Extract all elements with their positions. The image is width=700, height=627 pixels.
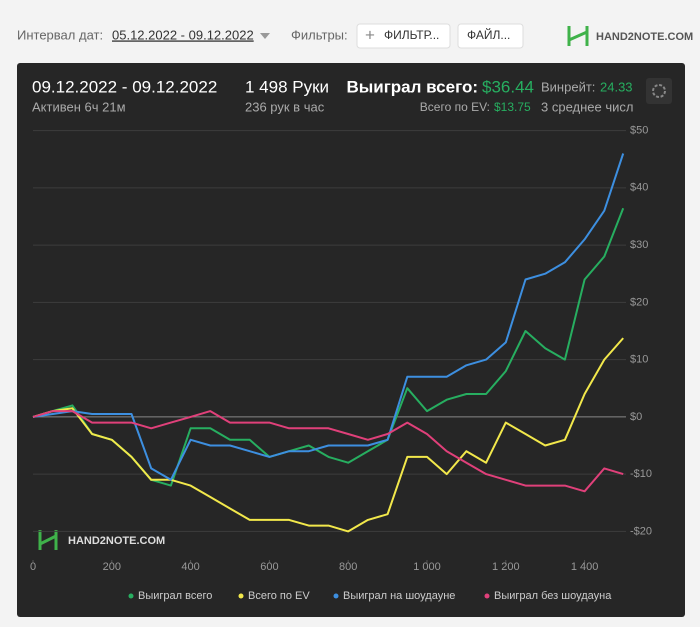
filter-button-label: ФИЛЬТР...: [384, 28, 439, 42]
gear-icon: [652, 84, 666, 98]
y-tick-label: $0: [630, 411, 642, 423]
settings-button[interactable]: [646, 78, 672, 104]
legend-item[interactable]: Выиграл всего: [128, 590, 213, 602]
series-line: [32, 337, 624, 533]
chart-panel: [17, 63, 685, 617]
hands-per-hour: 236 рук в час: [245, 99, 325, 114]
x-tick-label: 1 000: [413, 561, 441, 573]
x-tick-label: 0: [30, 561, 36, 573]
winrate-label: Винрейт:: [541, 79, 595, 94]
legend-marker: [484, 593, 490, 599]
date-label: Интервал дат:: [17, 27, 103, 42]
won-label: Выиграл всего:: [346, 77, 478, 96]
legend-label: Выиграл всего: [138, 590, 212, 602]
legend-label: Выиграл на шоудауне: [343, 590, 455, 602]
x-tick-label: 1 400: [571, 561, 599, 573]
legend-label: Всего по EV: [248, 590, 310, 602]
logo-icon: [567, 26, 589, 46]
y-tick-label: $20: [630, 296, 648, 308]
date-range[interactable]: 05.12.2022 - 09.12.2022: [112, 27, 254, 42]
plus-icon: +: [365, 25, 375, 44]
y-tick-label: $40: [630, 182, 648, 194]
legend-marker: [238, 593, 244, 599]
ev-label: Всего по EV:: [420, 100, 490, 114]
y-tick-label: $10: [630, 354, 648, 366]
filter-button[interactable]: [356, 23, 451, 49]
plot: $50 $40 $30 $20 $10 $0 -$10 -$20 0 200 400 600 800 1 …: [30, 124, 652, 572]
period: 09.12.2022 - 09.12.2022: [32, 77, 217, 96]
watermark-icon: [38, 530, 58, 550]
series-line: [32, 410, 624, 493]
filters-label: Фильтры:: [291, 27, 348, 42]
legend-marker: [128, 593, 134, 599]
won-value: $36.44: [482, 77, 534, 96]
y-tick-label: -$10: [630, 468, 652, 480]
y-tick-label: $50: [630, 124, 648, 136]
x-tick-label: 1 200: [492, 561, 520, 573]
average: 3 среднее числ: [541, 99, 633, 114]
x-tick-label: 400: [181, 561, 199, 573]
x-tick-label: 200: [103, 561, 121, 573]
x-tick-label: 800: [339, 561, 357, 573]
y-tick-label: $30: [630, 239, 648, 251]
active-time: Активен 6ч 21м: [32, 99, 126, 114]
hands: 1 498 Руки: [245, 77, 329, 96]
legend-label: Выиграл без шоудауна: [494, 590, 612, 602]
series-line: [32, 153, 625, 481]
winrate-value: 24.33: [600, 79, 633, 94]
file-button-label: ФАЙЛ...: [467, 27, 510, 42]
logo-text: HAND2NOTE.COM: [596, 31, 693, 43]
legend-item[interactable]: Выиграл на шоудауне: [333, 590, 456, 602]
legend-marker: [333, 593, 339, 599]
file-button[interactable]: [457, 23, 524, 49]
legend-item[interactable]: Выиграл без шоудауна: [484, 590, 613, 602]
legend-item[interactable]: Всего по EV: [238, 590, 311, 602]
watermark: HAND2NOTE.COM: [68, 535, 165, 547]
dropdown-arrow[interactable]: [260, 33, 270, 39]
y-tick-label: -$20: [630, 525, 652, 537]
ev-value: $13.75: [494, 100, 531, 114]
x-tick-label: 600: [260, 561, 278, 573]
